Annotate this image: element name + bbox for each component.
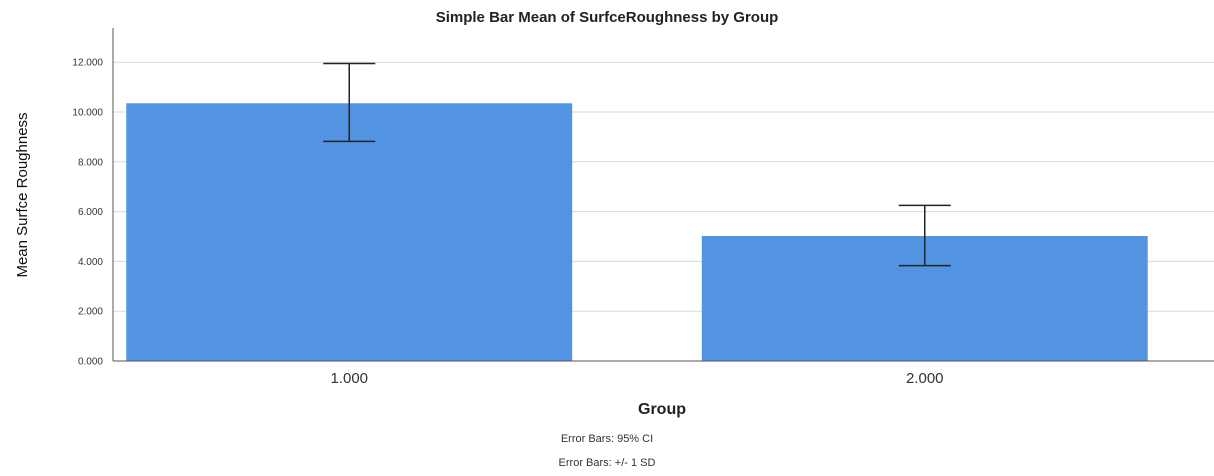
chart-title: Simple Bar Mean of SurfceRoughness by Gr…	[436, 9, 779, 26]
y-tick-label: 4.000	[78, 257, 103, 268]
bar	[126, 103, 573, 361]
y-tick-label: 12.000	[72, 58, 103, 69]
footnote-ci: Error Bars: 95% CI	[561, 433, 653, 445]
x-tick-label: 1.000	[330, 370, 368, 387]
y-tick-label: 10.000	[72, 108, 103, 119]
y-tick-label: 0.000	[78, 357, 103, 368]
y-tick-label: 8.000	[78, 157, 103, 168]
x-tick-labels: 1.000 2.000	[330, 370, 943, 387]
x-tick-label: 2.000	[906, 370, 944, 387]
y-tick-labels: 0.000 2.000 4.000 6.000 8.000 10.000 12.000	[72, 58, 103, 368]
x-axis-label: Group	[638, 401, 686, 418]
error-bars	[323, 62, 951, 267]
y-axis-label: Mean Surfce Roughness	[14, 112, 31, 277]
footnote-sd: Error Bars: +/- 1 SD	[559, 457, 656, 469]
bars	[126, 103, 1148, 361]
y-tick-label: 6.000	[78, 207, 103, 218]
y-tick-label: 2.000	[78, 307, 103, 318]
